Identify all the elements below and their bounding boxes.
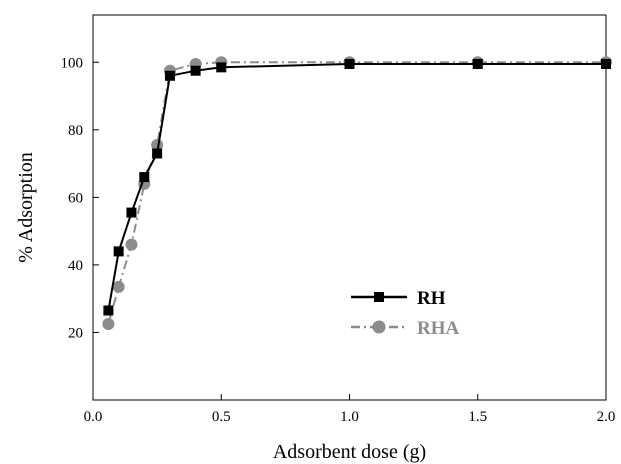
legend-item-rha: RHA	[351, 318, 460, 339]
legend-label: RH	[417, 288, 446, 309]
data-point	[102, 318, 115, 331]
series-line-rh	[107, 63, 606, 311]
data-point	[344, 58, 355, 69]
series-line-rha	[107, 61, 606, 325]
x-axis-title: Adsorbent dose (g)	[273, 441, 426, 463]
legend: RH RHA	[351, 288, 460, 339]
x-tick-label: 2.0	[597, 409, 616, 425]
y-tick-label: 80	[68, 123, 83, 139]
legend-label: RHA	[417, 318, 460, 339]
data-point	[112, 280, 125, 293]
x-tick-label: 1.5	[468, 409, 487, 425]
y-axis-title: % Adsorption	[15, 152, 37, 263]
data-point	[152, 148, 163, 159]
series-layer	[102, 56, 612, 331]
series-rha	[102, 56, 612, 331]
data-point	[472, 58, 483, 69]
data-point	[113, 246, 124, 257]
x-tick-label: 0.0	[84, 409, 103, 425]
y-axis-ticks: 20 40 60 80 100	[61, 55, 99, 341]
data-point	[125, 238, 138, 251]
x-tick-label: 0.5	[212, 409, 231, 425]
data-point	[126, 207, 137, 218]
legend-marker	[374, 292, 384, 302]
data-point	[216, 62, 227, 73]
data-point	[601, 58, 611, 69]
data-point	[103, 305, 114, 316]
x-tick-label: 1.0	[340, 409, 359, 425]
series-rh	[103, 58, 611, 316]
data-point	[151, 139, 164, 152]
y-tick-label: 60	[68, 190, 83, 206]
legend-item-rh: RH	[351, 288, 446, 309]
x-axis-ticks: 0.0 0.5 1.0 1.5 2.0	[84, 394, 616, 425]
y-tick-label: 20	[68, 325, 83, 341]
y-tick-label: 40	[68, 258, 83, 274]
legend-marker	[372, 320, 386, 334]
data-point	[139, 172, 150, 183]
data-point	[190, 65, 201, 76]
data-point	[164, 70, 175, 81]
y-tick-label: 100	[61, 55, 84, 71]
